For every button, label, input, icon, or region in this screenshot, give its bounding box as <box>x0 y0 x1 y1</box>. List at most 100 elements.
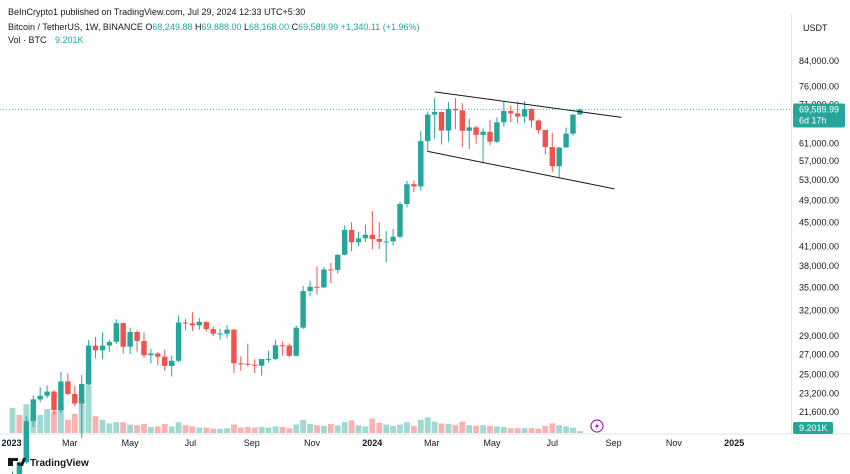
volume-bar <box>244 427 251 433</box>
volume-bar <box>37 415 44 433</box>
volume-bar <box>466 425 473 433</box>
time-axis[interactable]: 2023 Mar May Jul Sep Nov 2024 Mar May Jul Sep Nov 20… <box>1 438 744 448</box>
volume-bar <box>9 407 16 433</box>
candle <box>286 343 292 358</box>
volume-bar <box>348 420 355 433</box>
candle-body <box>279 345 286 347</box>
candle-body <box>369 234 375 239</box>
ohlc-value-h: 69,888.00 <box>201 22 242 32</box>
candle <box>362 224 369 242</box>
svg-text:USDT: USDT <box>803 23 828 33</box>
volume-bar <box>411 425 417 433</box>
candle-body <box>65 381 71 394</box>
candle <box>487 119 493 146</box>
candle-body <box>563 133 569 148</box>
volume-bar <box>383 424 390 433</box>
candle <box>549 132 555 173</box>
candle-body <box>459 110 465 131</box>
candle-body <box>175 322 182 361</box>
candle-body <box>390 236 396 242</box>
volume-bar <box>58 405 64 433</box>
candle <box>252 359 258 373</box>
candles <box>12 97 583 474</box>
candle <box>404 181 410 208</box>
volume-bar <box>51 411 57 433</box>
volume-bar <box>528 428 535 433</box>
candle <box>376 222 382 249</box>
candle-body <box>314 286 320 288</box>
volume-bar <box>141 424 147 433</box>
candle <box>459 103 465 147</box>
volume-bar <box>231 424 237 433</box>
candle <box>355 231 362 247</box>
volume-bar <box>438 423 445 433</box>
volume-bar <box>473 425 479 433</box>
candle-body <box>355 238 362 243</box>
volume-bar <box>148 427 154 433</box>
candle-body <box>466 127 472 131</box>
candle-body <box>348 229 355 243</box>
candle-body <box>570 114 576 134</box>
volume-bar <box>44 409 50 433</box>
candle <box>300 285 306 329</box>
candle-body <box>238 363 244 365</box>
candle-body <box>383 241 389 243</box>
candle <box>542 130 548 155</box>
volume-bar <box>196 427 203 433</box>
candle-body <box>535 120 542 130</box>
ohlc-values: O68,249.88 H69,888.00 L68,168.00 C69,589… <box>145 22 338 32</box>
axis-separator <box>0 433 850 435</box>
volume-bar <box>494 426 500 433</box>
candle <box>272 340 279 361</box>
candle-body <box>148 353 154 356</box>
candle-body <box>127 332 133 347</box>
candle-body <box>210 329 216 334</box>
candle-body <box>245 363 251 365</box>
candle-body <box>328 269 334 271</box>
volume-bar <box>293 424 300 433</box>
candle <box>245 343 251 367</box>
candle <box>279 341 286 356</box>
channel-trendline[interactable] <box>427 150 615 190</box>
channel-trendline[interactable] <box>434 91 622 118</box>
candle <box>521 101 528 123</box>
volume-bar <box>431 421 438 433</box>
candle-body <box>321 269 327 288</box>
x-tick-label: Sep <box>244 438 260 448</box>
candle-body <box>515 113 521 117</box>
snapshot-lightning-icon[interactable] <box>590 419 604 433</box>
y-tick-label: 45,000.00 <box>799 217 839 227</box>
candle-body <box>508 111 514 114</box>
volume-bar <box>175 422 182 433</box>
volume-bar <box>85 373 92 433</box>
volume-label: Vol · BTC <box>8 35 47 45</box>
candle <box>44 385 50 399</box>
y-tick-label: 57,000.00 <box>799 156 839 166</box>
ohlc-value-l: 68,168.00 <box>249 22 290 32</box>
volume-bar <box>480 425 486 433</box>
last-price-badge <box>793 103 845 128</box>
candle-body <box>79 383 85 404</box>
candle-body <box>203 321 209 330</box>
candle <box>148 348 154 364</box>
candle-body <box>231 329 237 364</box>
candle <box>203 321 209 332</box>
candle-body <box>58 381 64 410</box>
volume-bar <box>452 425 459 433</box>
y-tick-label: 61,000.00 <box>799 139 839 149</box>
candle <box>438 111 445 145</box>
candle <box>175 315 182 363</box>
x-tick-label: Jul <box>547 438 559 448</box>
candle-body <box>521 109 528 117</box>
volume-bar <box>238 427 244 433</box>
candle-body <box>473 127 479 135</box>
volume-bar <box>341 422 348 433</box>
candle-body <box>480 131 486 135</box>
published-note: BeInCrypto1 published on TradingView.com… <box>8 7 306 17</box>
candle-body <box>44 391 50 396</box>
candle-body <box>141 341 147 356</box>
candle-body <box>445 108 452 131</box>
candle <box>79 374 85 438</box>
